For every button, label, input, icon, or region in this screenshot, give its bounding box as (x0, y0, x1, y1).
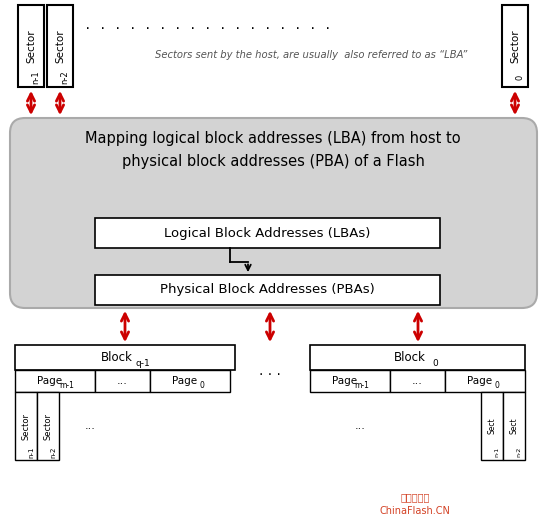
Bar (15, 392, 37, 460)
Text: 0: 0 (515, 74, 525, 80)
Text: Sector: Sector (21, 412, 31, 439)
Bar (481, 392, 503, 460)
Text: 0: 0 (433, 359, 438, 368)
Text: n-1: n-1 (28, 446, 34, 458)
Text: n-2: n-2 (61, 70, 69, 84)
Text: · · ·: · · · (259, 368, 281, 382)
Text: · · · · · · · · · · · · · · · · · ·: · · · · · · · · · · · · · · · · · · (69, 22, 331, 34)
Text: 0: 0 (494, 382, 499, 391)
Bar (445, 370, 525, 392)
Text: ...: ... (85, 421, 95, 431)
Bar (37, 392, 59, 460)
Bar (503, 392, 525, 460)
Text: Mapping logical block addresses (LBA) from host to
physical block addresses (PBA: Mapping logical block addresses (LBA) fr… (85, 131, 461, 169)
Text: Sector: Sector (510, 29, 520, 63)
Text: Sect: Sect (487, 418, 497, 434)
Text: n-1: n-1 (32, 70, 40, 84)
Text: Sector: Sector (55, 29, 65, 63)
Text: Page: Page (37, 376, 62, 386)
Text: n-1: n-1 (494, 447, 499, 457)
Text: m-1: m-1 (354, 382, 369, 391)
Text: Block: Block (393, 351, 426, 364)
Bar (15, 345, 235, 370)
Text: Sector: Sector (26, 29, 36, 63)
Text: Physical Block Addresses (PBAs): Physical Block Addresses (PBAs) (160, 284, 375, 296)
Text: Page: Page (172, 376, 197, 386)
Text: Logical Block Addresses (LBAs): Logical Block Addresses (LBAs) (164, 226, 371, 240)
Text: ...: ... (354, 421, 365, 431)
Text: ...: ... (412, 376, 423, 386)
FancyBboxPatch shape (10, 118, 537, 308)
Text: 0: 0 (200, 382, 205, 391)
Text: m-1: m-1 (60, 382, 74, 391)
Text: n-2: n-2 (50, 446, 56, 458)
Bar (15, 370, 95, 392)
Text: Page: Page (468, 376, 492, 386)
Text: ...: ... (117, 376, 128, 386)
Bar (390, 370, 445, 392)
Bar (95, 218, 440, 248)
Text: ChinaFlash.CN: ChinaFlash.CN (380, 506, 450, 516)
Text: Sector: Sector (44, 412, 53, 439)
Bar (310, 370, 390, 392)
Text: 中国闪存网: 中国闪存网 (400, 492, 430, 502)
Bar (502, 5, 528, 87)
Text: q-1: q-1 (136, 359, 150, 368)
Bar (310, 345, 525, 370)
Bar (95, 275, 440, 305)
Bar (95, 370, 150, 392)
Bar (18, 5, 44, 87)
Text: n-2: n-2 (516, 447, 521, 457)
Text: Page: Page (333, 376, 358, 386)
Text: Sectors sent by the host, are usually  also referred to as “LBA”: Sectors sent by the host, are usually al… (155, 50, 467, 60)
Text: Sect: Sect (509, 418, 519, 434)
Text: Block: Block (101, 351, 133, 364)
Bar (47, 5, 73, 87)
Bar (150, 370, 230, 392)
